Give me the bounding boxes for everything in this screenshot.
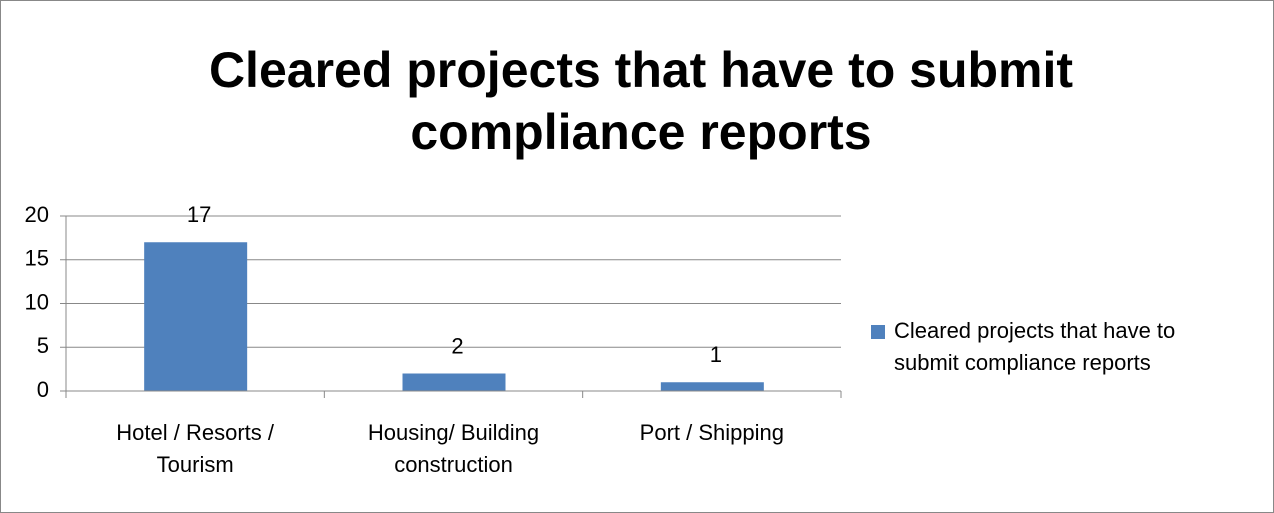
x-tick-label: Housing/ Building construction [367,420,540,477]
data-label: 2 [451,333,463,358]
data-label: 17 [187,202,211,227]
y-tick-label: 15 [25,246,49,271]
legend-swatch [871,325,885,339]
y-tick-label: 10 [25,289,49,314]
bar [402,373,506,391]
bar [144,242,248,391]
x-tick-label: Port / Shipping [639,420,784,445]
chart-title: Cleared projects that have to submit com… [208,42,1074,160]
x-tick-label: Hotel / Resorts / Tourism [116,420,275,477]
bar [660,382,764,391]
data-label: 1 [710,342,722,367]
y-tick-label: 20 [25,202,49,227]
legend-label: Cleared projects that have to submit com… [894,318,1176,375]
y-tick-label: 5 [37,333,49,358]
y-tick-label: 0 [37,377,49,402]
